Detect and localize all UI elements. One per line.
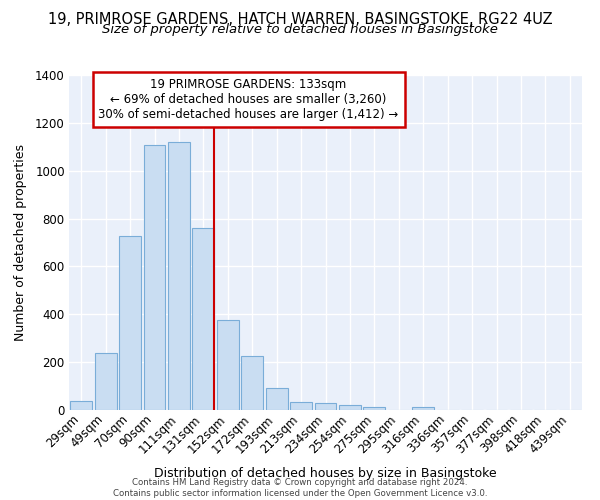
Bar [168,142,190,410]
Text: Size of property relative to detached houses in Basingstoke: Size of property relative to detached ho… [102,22,498,36]
Text: 19, PRIMROSE GARDENS, HATCH WARREN, BASINGSTOKE, RG22 4UZ: 19, PRIMROSE GARDENS, HATCH WARREN, BASI… [47,12,553,28]
Bar [412,407,434,410]
Bar [143,145,166,410]
Bar [241,356,263,410]
Bar [266,388,287,410]
Bar [217,320,239,410]
Bar [95,352,116,410]
Y-axis label: Number of detached properties: Number of detached properties [14,144,27,341]
Bar [339,405,361,410]
Bar [119,236,141,410]
Text: 19 PRIMROSE GARDENS: 133sqm
← 69% of detached houses are smaller (3,260)
30% of : 19 PRIMROSE GARDENS: 133sqm ← 69% of det… [98,78,398,122]
Bar [364,407,385,410]
X-axis label: Distribution of detached houses by size in Basingstoke: Distribution of detached houses by size … [154,467,497,480]
Bar [290,402,312,410]
Bar [314,404,337,410]
Bar [70,401,92,410]
Text: Contains HM Land Registry data © Crown copyright and database right 2024.
Contai: Contains HM Land Registry data © Crown c… [113,478,487,498]
Bar [193,228,214,410]
